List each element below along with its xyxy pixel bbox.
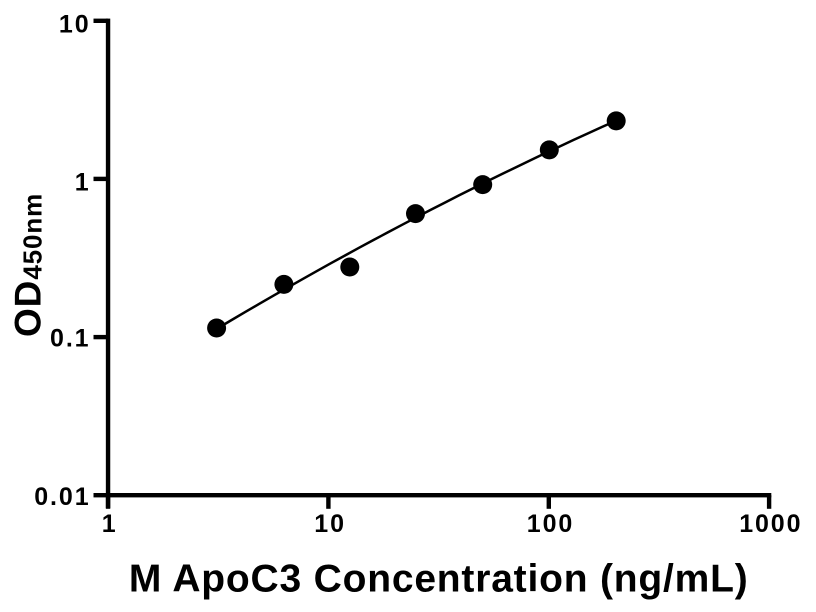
svg-text:1: 1 <box>102 510 118 538</box>
svg-text:M ApoC3 Concentration (ng/mL): M ApoC3 Concentration (ng/mL) <box>129 558 749 601</box>
svg-text:10: 10 <box>314 510 346 538</box>
svg-text:1000: 1000 <box>739 510 802 538</box>
svg-text:0.1: 0.1 <box>50 325 90 353</box>
svg-text:1: 1 <box>75 168 91 196</box>
svg-text:10: 10 <box>59 11 91 39</box>
svg-text:0.01: 0.01 <box>34 483 90 511</box>
svg-text:100: 100 <box>527 510 574 538</box>
